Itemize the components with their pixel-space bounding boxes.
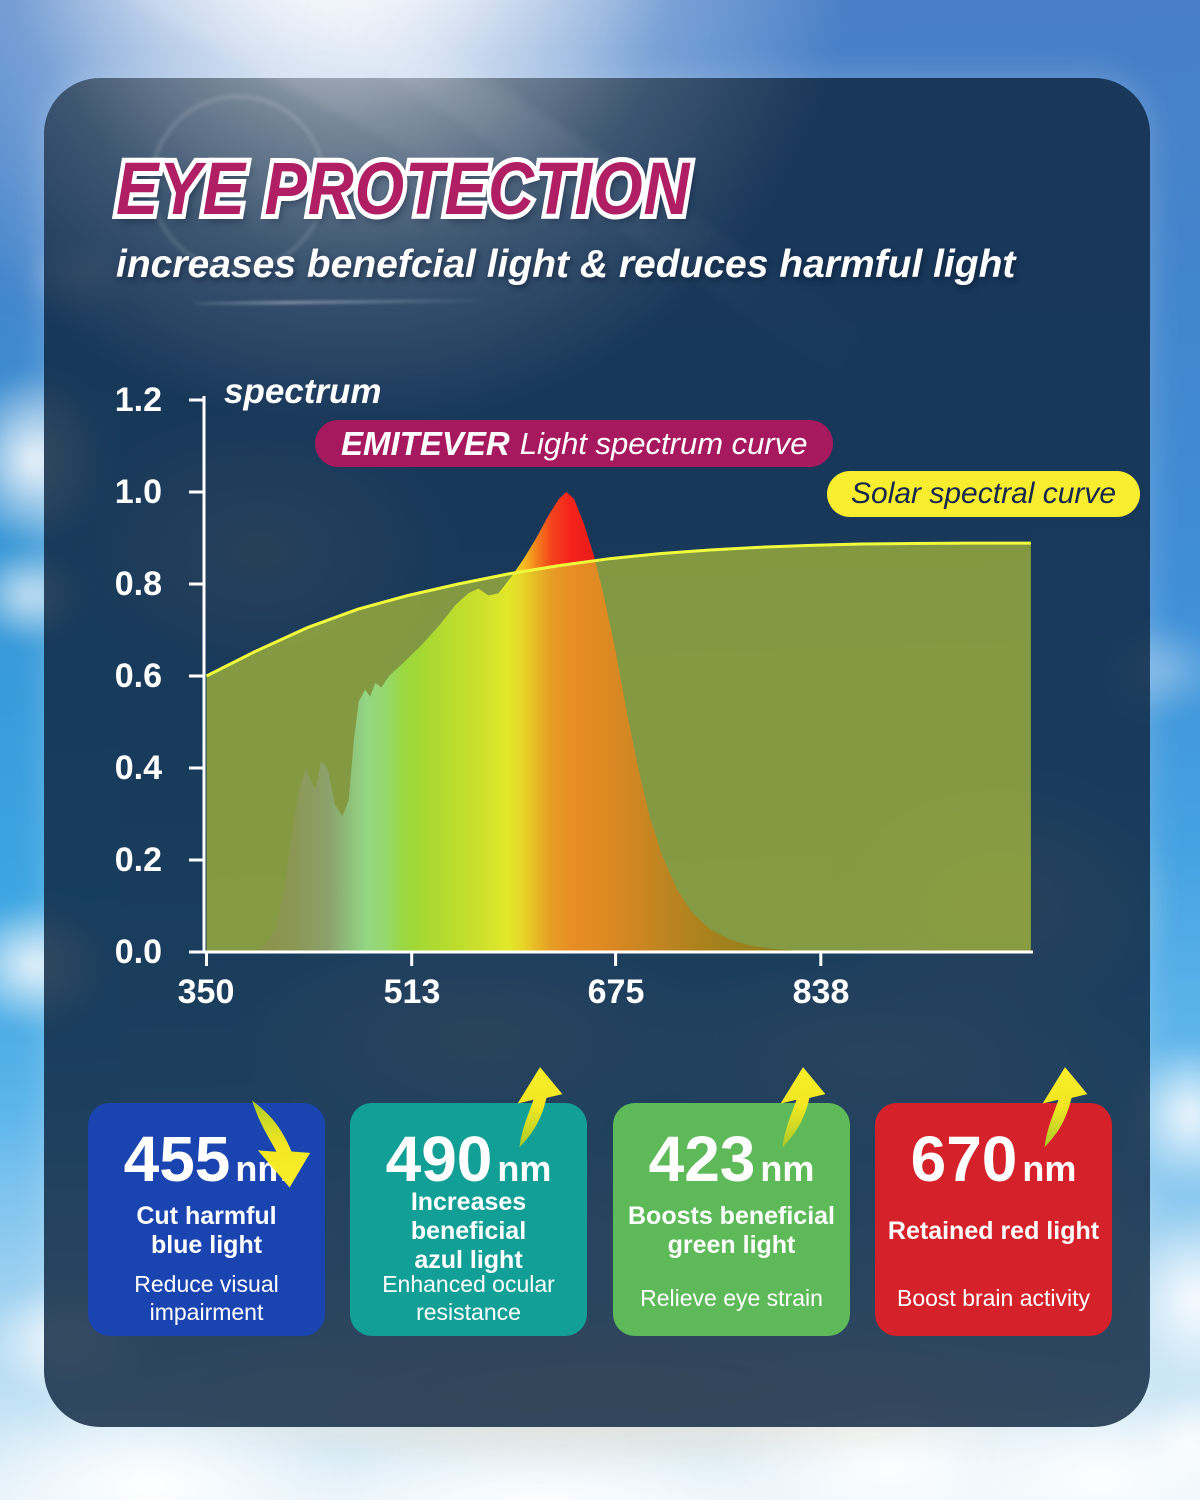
- card-423nm: 423 nm Boosts beneficial green light Reli…: [613, 1103, 850, 1336]
- y-tick-label: 0.0: [114, 933, 162, 971]
- y-tick-label: 0.6: [114, 657, 162, 695]
- card-subtext: Boost brain activity: [896, 1285, 1091, 1312]
- wavelength-value: 423 nm: [648, 1123, 815, 1195]
- card-670nm: 670 nm Retained red light Boost brain act…: [875, 1103, 1112, 1336]
- card-subtext: Reduce visual impairment: [134, 1271, 279, 1325]
- card-headline: Cut harmful blue light: [136, 1202, 277, 1259]
- card-455nm: 455 nm Cut harmful blue light Reduce visu…: [88, 1103, 325, 1336]
- solar-spectrum-area: [206, 543, 1031, 952]
- legend-solar-badge: Solar spectral curve: [827, 471, 1141, 517]
- card-490nm: 490 nm Increases beneficial azul light En…: [350, 1103, 587, 1336]
- legend-emitever-label: Light spectrum curve: [519, 425, 808, 461]
- lens-flare-icon: [150, 95, 326, 271]
- x-tick-label: 513: [383, 973, 441, 1011]
- x-tick-label: 675: [587, 973, 645, 1011]
- wavelength-value: 490 nm: [385, 1123, 552, 1195]
- y-tick-label: 1.0: [114, 473, 162, 511]
- page-subtitle: increases benefcial light & reduces harm…: [116, 243, 1016, 286]
- y-tick-label: 1.2: [114, 381, 162, 419]
- card-subtext: Relieve eye strain: [640, 1285, 823, 1312]
- card-headline: Retained red light: [887, 1216, 1100, 1245]
- x-tick-label: 350: [177, 973, 235, 1011]
- solar-spectrum-edge: [205, 541, 1031, 678]
- y-axis-ticks: [189, 398, 204, 954]
- legend-emitever-brand: EMITEVER: [341, 424, 510, 462]
- card-headline: Boosts beneficial green light: [628, 1202, 835, 1259]
- y-tick-label: 0.8: [114, 565, 162, 603]
- y-tick-label: 0.4: [114, 749, 162, 787]
- legend-solar-label: Solar spectral curve: [851, 477, 1117, 510]
- spectrum-chart: [189, 396, 1033, 966]
- y-axis-title: spectrum: [224, 372, 382, 411]
- wavelength-value: 670 nm: [910, 1123, 1077, 1195]
- legend-emitever-badge: EMITEVER Light spectrum curve: [315, 420, 834, 467]
- y-tick-label: 0.2: [114, 841, 162, 879]
- x-axis-ticks: [205, 952, 823, 966]
- card-subtext: Enhanced ocular resistance: [382, 1271, 555, 1325]
- card-headline: Increases beneficial azul light: [410, 1187, 527, 1274]
- page-title-text: EYE PROTECTION: [116, 147, 691, 230]
- x-tick-label: 838: [792, 973, 850, 1011]
- page-title-outline: EYE PROTECTION: [112, 147, 694, 231]
- wavelength-value: 455 nm: [123, 1123, 290, 1195]
